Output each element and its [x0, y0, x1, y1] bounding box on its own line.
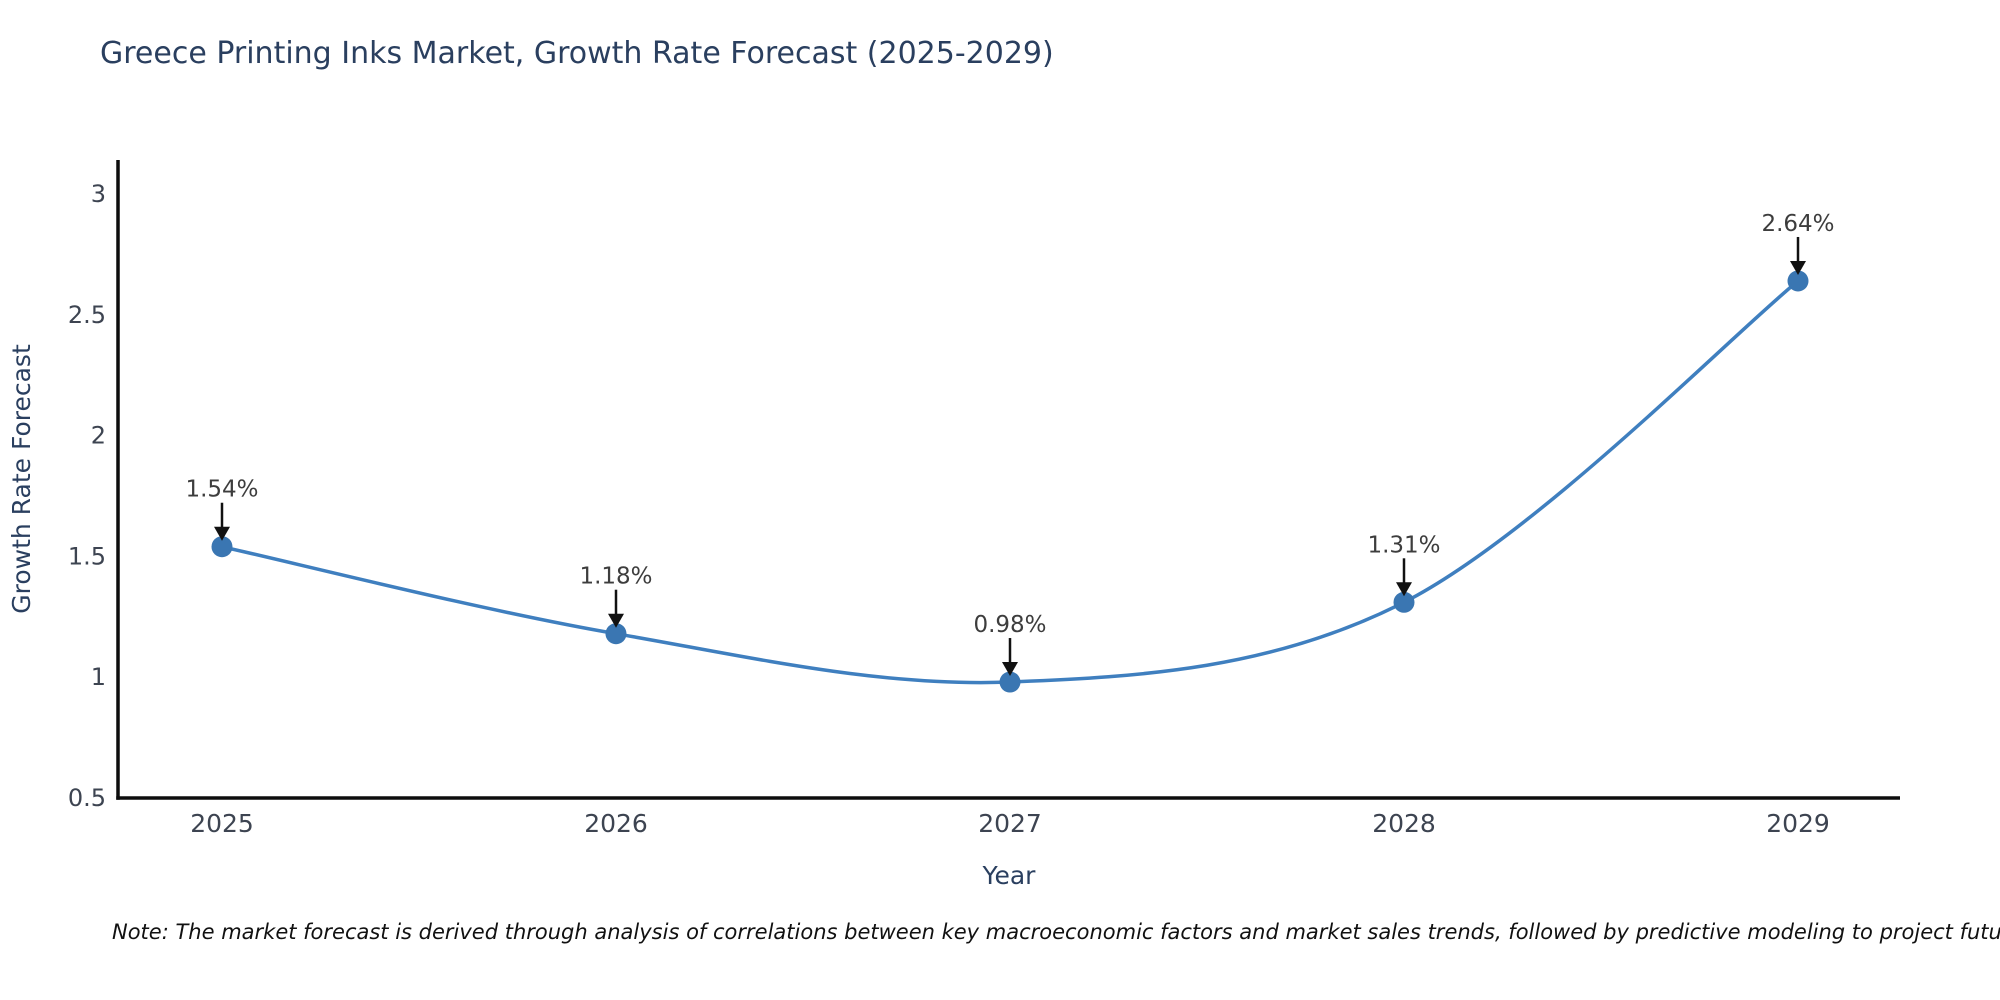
x-axis-title: Year: [982, 861, 1037, 890]
annotation-arrowhead: [1790, 260, 1806, 275]
data-point-marker: [211, 536, 233, 558]
x-tick-label: 2025: [190, 809, 254, 838]
footnote: Note: The market forecast is derived thr…: [112, 920, 2000, 944]
point-value-label: 2.64%: [1761, 211, 1834, 237]
chart-title: Greece Printing Inks Market, Growth Rate…: [100, 36, 1054, 71]
annotation-arrowhead: [1002, 662, 1018, 677]
x-tick-label: 2026: [584, 809, 648, 838]
data-point-marker: [1787, 270, 1809, 292]
annotation-arrowhead: [1396, 582, 1412, 597]
y-tick-label: 2.5: [68, 301, 106, 329]
data-point-marker: [1393, 591, 1415, 613]
x-tick-label: 2029: [1766, 809, 1830, 838]
y-axis-title: Growth Rate Forecast: [7, 344, 36, 614]
annotation-arrowhead: [608, 613, 624, 628]
annotation-arrowhead: [214, 526, 230, 541]
point-value-label: 1.18%: [579, 564, 652, 590]
y-tick-label: 1: [91, 663, 106, 691]
data-point-marker: [605, 623, 627, 645]
y-tick-label: 1.5: [68, 542, 106, 570]
point-value-label: 1.31%: [1367, 532, 1440, 558]
point-value-label: 1.54%: [185, 477, 258, 503]
point-value-label: 0.98%: [973, 612, 1046, 638]
x-tick-label: 2027: [978, 809, 1042, 838]
data-point-marker: [999, 671, 1021, 693]
y-tick-label: 0.5: [68, 784, 106, 812]
y-tick-label: 3: [91, 180, 106, 208]
y-tick-label: 2: [91, 422, 106, 450]
x-tick-label: 2028: [1372, 809, 1436, 838]
